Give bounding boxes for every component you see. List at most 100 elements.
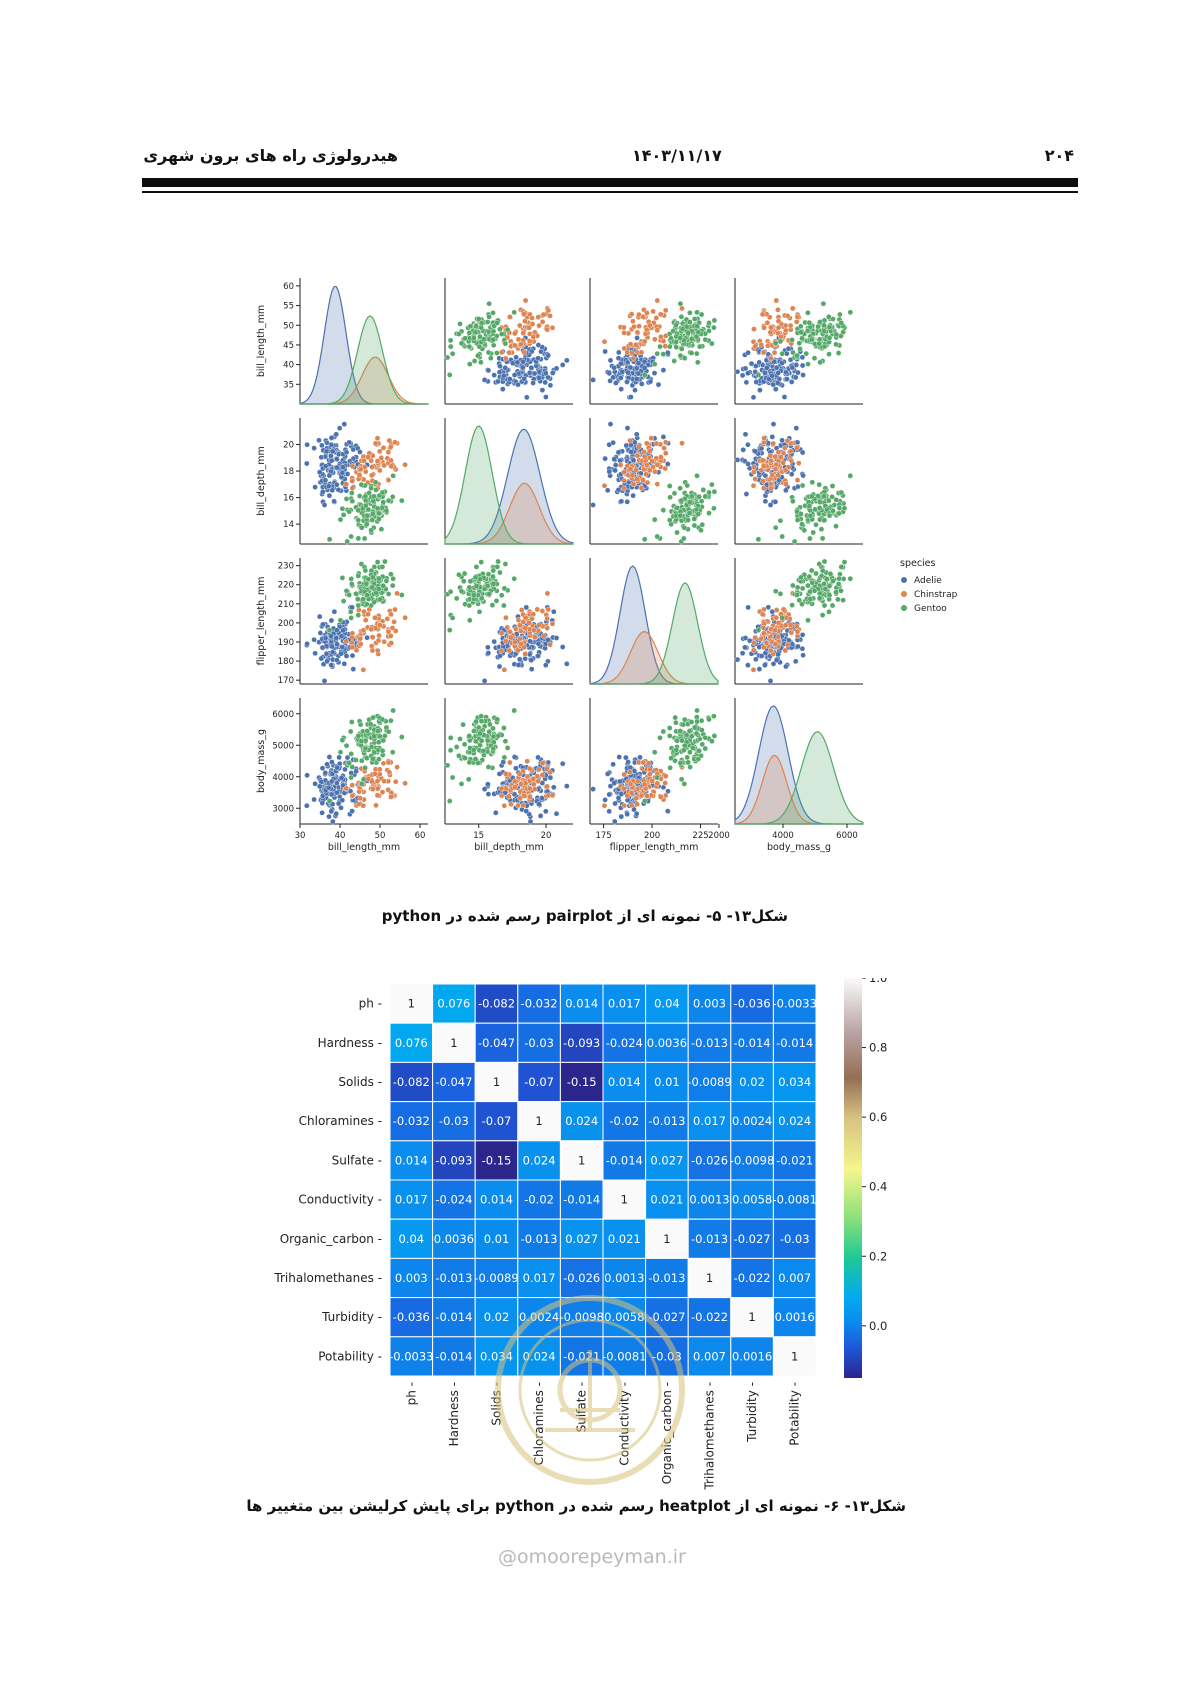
- point-gentoo: [777, 517, 784, 524]
- page-number: ۲۰۴: [1044, 146, 1074, 165]
- point-gentoo: [677, 352, 684, 359]
- header-rule-thin: [142, 191, 1078, 193]
- point-gentoo: [390, 472, 396, 479]
- heatmap-value: 1: [493, 1075, 500, 1089]
- point-gentoo: [460, 721, 466, 728]
- heatmap-value: 0.0036: [647, 1036, 687, 1050]
- point-gentoo: [706, 510, 712, 516]
- point-chinstrap: [388, 457, 394, 464]
- point-gentoo: [826, 351, 832, 357]
- point-gentoo: [326, 536, 333, 543]
- point-gentoo: [794, 584, 801, 591]
- point-adelie: [775, 370, 782, 376]
- point-adelie: [745, 662, 751, 668]
- point-adelie: [331, 608, 338, 615]
- point-gentoo: [364, 521, 370, 527]
- point-chinstrap: [392, 606, 398, 613]
- point-gentoo: [807, 535, 813, 542]
- point-gentoo: [444, 762, 451, 769]
- colorbar-tick-label: 0.0: [869, 1319, 887, 1333]
- point-adelie: [624, 379, 630, 385]
- point-chinstrap: [547, 769, 553, 776]
- point-adelie: [322, 769, 329, 776]
- point-gentoo: [346, 508, 352, 515]
- point-adelie: [633, 431, 640, 438]
- legend-marker-adelie: [901, 577, 907, 583]
- point-chinstrap: [773, 297, 780, 304]
- point-chinstrap: [372, 771, 378, 777]
- point-gentoo: [799, 521, 805, 527]
- point-chinstrap: [662, 450, 669, 456]
- point-chinstrap: [361, 457, 367, 464]
- point-adelie: [748, 360, 755, 367]
- heatmap-value: -0.013: [691, 1232, 728, 1246]
- point-chinstrap: [621, 330, 627, 336]
- point-chinstrap: [540, 311, 547, 318]
- x-tick-label: 50: [375, 831, 386, 841]
- point-chinstrap: [784, 641, 791, 648]
- point-adelie: [547, 382, 554, 389]
- point-adelie: [745, 604, 751, 611]
- point-gentoo: [383, 578, 390, 584]
- point-chinstrap: [640, 477, 646, 483]
- point-gentoo: [694, 323, 700, 330]
- point-chinstrap: [621, 324, 627, 331]
- point-chinstrap: [372, 614, 378, 621]
- point-gentoo: [798, 511, 804, 517]
- point-adelie: [319, 765, 326, 772]
- row-label-solids: Solids -: [338, 1075, 382, 1089]
- point-adelie: [615, 486, 622, 493]
- point-chinstrap: [634, 476, 641, 482]
- point-chinstrap: [646, 322, 653, 329]
- point-gentoo: [398, 497, 405, 504]
- point-adelie: [326, 813, 332, 820]
- point-chinstrap: [643, 471, 649, 478]
- point-chinstrap: [601, 802, 608, 809]
- heatmap-value: -0.07: [482, 1114, 512, 1128]
- heatmap-value: -0.026: [563, 1271, 600, 1285]
- y-tick-label: 220: [278, 581, 294, 591]
- point-gentoo: [824, 506, 830, 513]
- point-gentoo: [826, 324, 833, 331]
- point-chinstrap: [515, 336, 522, 343]
- point-chinstrap: [627, 466, 634, 472]
- point-adelie: [338, 633, 345, 640]
- point-gentoo: [837, 311, 843, 318]
- point-chinstrap: [521, 311, 527, 317]
- point-adelie: [739, 372, 746, 379]
- point-adelie: [647, 378, 654, 385]
- point-gentoo: [829, 602, 836, 609]
- heatmap-value: 0.027: [650, 1153, 683, 1167]
- point-adelie: [545, 352, 552, 359]
- point-adelie: [334, 789, 340, 796]
- point-gentoo: [673, 747, 680, 753]
- heatmap-value: -0.014: [563, 1193, 600, 1207]
- point-gentoo: [486, 314, 492, 320]
- point-adelie: [491, 372, 497, 378]
- point-chinstrap: [628, 802, 635, 809]
- point-gentoo: [486, 591, 492, 597]
- point-chinstrap: [507, 759, 513, 766]
- point-gentoo: [686, 319, 693, 325]
- point-gentoo: [711, 488, 718, 495]
- point-chinstrap: [539, 760, 546, 767]
- point-chinstrap: [374, 792, 381, 799]
- point-adelie: [563, 660, 570, 667]
- point-gentoo: [666, 725, 673, 731]
- point-chinstrap: [526, 619, 533, 626]
- point-chinstrap: [636, 323, 642, 330]
- heatmap-value: -0.0089: [474, 1271, 518, 1285]
- heatmap-value: 1: [535, 1114, 542, 1128]
- point-chinstrap: [679, 440, 685, 446]
- point-gentoo: [790, 498, 796, 504]
- point-gentoo: [376, 516, 382, 522]
- row-label-conductivity: Conductivity -: [298, 1193, 382, 1207]
- heatmap-value: -0.0089: [687, 1075, 731, 1089]
- point-gentoo: [798, 323, 804, 330]
- point-adelie: [607, 421, 614, 427]
- point-gentoo: [355, 596, 361, 603]
- point-chinstrap: [646, 467, 653, 474]
- point-chinstrap: [627, 781, 634, 788]
- point-gentoo: [819, 612, 826, 618]
- point-chinstrap: [768, 647, 774, 654]
